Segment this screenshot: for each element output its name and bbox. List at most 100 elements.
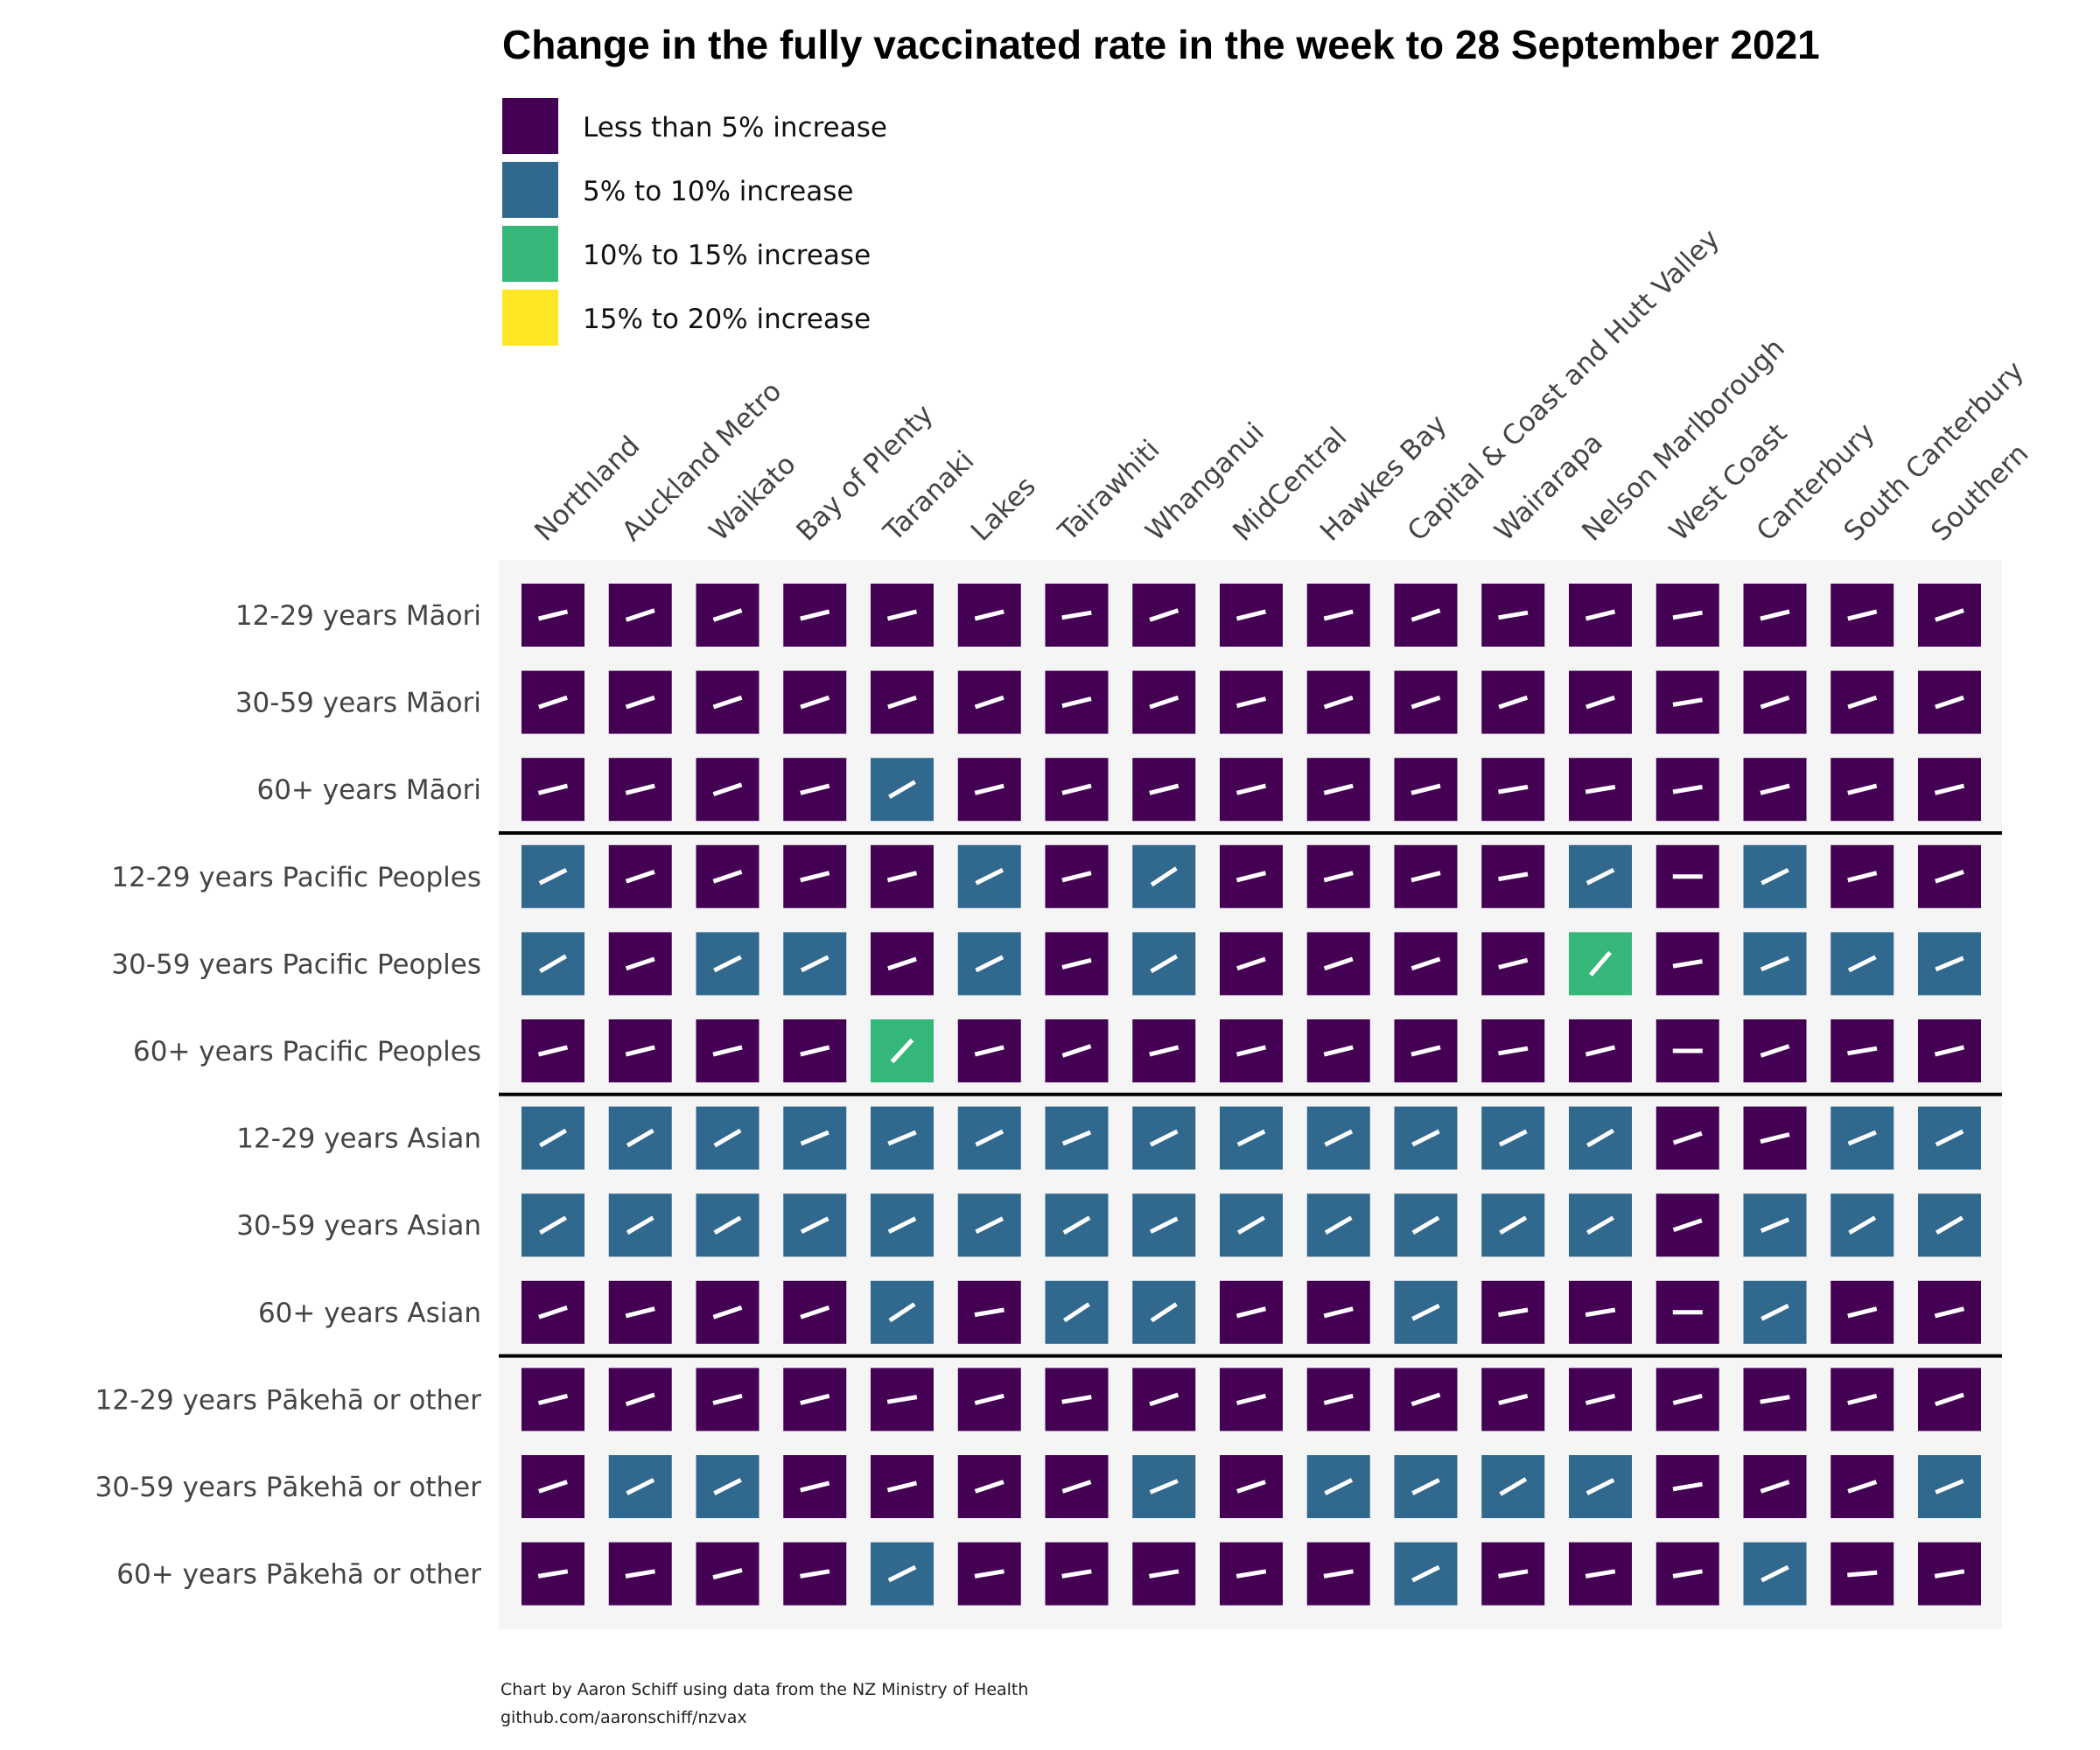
change-slope-mark <box>1236 783 1267 795</box>
change-slope-mark <box>1586 1128 1614 1148</box>
change-slope-mark <box>1586 1215 1614 1235</box>
legend-label-2: 10% to 15% increase <box>583 240 871 271</box>
row-label: 12-29 years Asian <box>236 1124 481 1155</box>
row-label: 30-59 years Māori <box>235 688 481 719</box>
change-slope-mark <box>1760 1044 1790 1058</box>
change-slope-mark <box>1411 1215 1440 1235</box>
change-slope-mark <box>975 1216 1004 1235</box>
change-slope-mark <box>537 1393 569 1405</box>
change-slope-mark <box>625 608 655 622</box>
change-slope-mark <box>1760 867 1789 886</box>
change-slope-mark <box>1236 1306 1267 1319</box>
change-slope-mark <box>1149 783 1180 795</box>
change-slope-mark <box>1411 1564 1440 1583</box>
change-slope-mark <box>1760 1303 1789 1321</box>
change-slope-mark <box>1323 956 1354 971</box>
change-slope-mark <box>1672 784 1703 794</box>
change-slope-mark <box>1061 783 1092 795</box>
change-slope-mark <box>1410 1045 1441 1057</box>
group-separators <box>499 831 2002 1358</box>
change-slope-mark <box>974 1307 1004 1318</box>
change-slope-mark <box>537 1569 569 1578</box>
change-slope-mark <box>800 783 830 795</box>
change-slope-mark <box>1672 1130 1703 1145</box>
change-slope-mark <box>625 1392 655 1407</box>
column-label: Capital & Coast and Hutt Valley <box>1402 223 1726 548</box>
change-slope-mark <box>1847 955 1877 973</box>
change-slope-mark <box>1061 871 1092 883</box>
change-slope-mark <box>1935 1392 1964 1407</box>
change-slope-mark <box>1672 959 1703 969</box>
change-slope-mark <box>890 1038 914 1064</box>
change-slope-mark <box>1061 696 1092 709</box>
change-slope-mark <box>1498 695 1529 710</box>
change-slope-mark <box>800 955 830 973</box>
change-slope-mark <box>713 1478 742 1495</box>
change-slope-mark <box>1672 610 1703 620</box>
change-slope-mark <box>1847 1306 1878 1319</box>
change-slope-mark <box>1324 1478 1354 1495</box>
change-slope-mark <box>538 1480 568 1494</box>
change-slope-mark <box>712 695 743 710</box>
change-slope-mark <box>1760 1564 1789 1583</box>
change-slope-mark <box>1586 867 1615 886</box>
change-slope-mark <box>1672 1481 1703 1492</box>
change-slope-mark <box>1586 1478 1615 1495</box>
change-slope-mark <box>800 871 830 883</box>
change-slope-mark <box>1760 609 1790 621</box>
change-slope-mark <box>712 1306 743 1320</box>
change-slope-mark <box>1847 695 1878 710</box>
change-slope-mark <box>1236 696 1267 709</box>
change-slope-mark <box>1498 957 1529 970</box>
change-slope-mark <box>974 1045 1004 1057</box>
row-labels: 12-29 years Māori 30-59 years Māori 60+ ye… <box>95 600 482 1591</box>
change-slope-mark <box>1585 1393 1616 1405</box>
change-slope-mark <box>1149 695 1180 710</box>
change-slope-mark <box>1935 1129 1964 1147</box>
change-slope-mark <box>888 780 916 799</box>
change-slope-mark <box>1323 695 1354 710</box>
change-slope-mark <box>1498 872 1529 882</box>
change-slope-mark <box>800 1480 830 1493</box>
change-slope-mark <box>1847 783 1878 795</box>
change-slope-mark <box>975 955 1004 973</box>
change-slope-mark <box>1061 1569 1092 1578</box>
change-slope-mark <box>1847 1130 1877 1146</box>
caption-line-2: github.com/aaronschiff/nzvax <box>500 1708 747 1727</box>
change-slope-mark <box>1847 871 1878 883</box>
change-slope-mark <box>1061 610 1092 620</box>
row-label: 12-29 years Māori <box>235 600 481 632</box>
change-slope-mark <box>1760 1217 1790 1234</box>
change-slope-mark <box>1936 1215 1964 1235</box>
change-slope-mark <box>887 1130 917 1146</box>
row-label: 60+ years Pākehā or other <box>116 1559 481 1591</box>
change-slope-mark <box>1149 1216 1179 1235</box>
change-slope-mark <box>1323 1045 1354 1057</box>
change-slope-mark <box>1410 608 1441 622</box>
change-slope-mark <box>975 867 1004 886</box>
change-slope-mark <box>1149 1045 1180 1057</box>
change-slope-mark <box>713 1215 742 1235</box>
change-slope-mark <box>1236 609 1267 621</box>
change-slope-mark <box>1149 608 1180 622</box>
chart-title: Change in the fully vaccinated rate in t… <box>502 22 1820 67</box>
change-slope-mark <box>626 1215 654 1235</box>
change-slope-mark <box>1062 1215 1091 1235</box>
change-slope-mark <box>537 609 569 621</box>
change-slope-mark <box>887 956 917 971</box>
change-slope-mark <box>1847 1480 1878 1494</box>
row-label: 30-59 years Asian <box>236 1210 481 1242</box>
legend-swatch-1 <box>502 162 558 218</box>
column-label: Auckland Metro <box>616 375 788 547</box>
change-slope-mark <box>1498 1307 1529 1318</box>
change-slope-mark <box>626 1128 654 1148</box>
change-slope-mark <box>800 695 830 710</box>
change-slope-mark <box>1935 870 1964 884</box>
row-label: 30-59 years Pākehā or other <box>95 1472 482 1503</box>
change-slope-mark <box>1149 1569 1180 1578</box>
change-slope-mark <box>1498 610 1529 620</box>
change-slope-mark <box>1061 1044 1092 1058</box>
change-slope-mark <box>1410 956 1441 971</box>
